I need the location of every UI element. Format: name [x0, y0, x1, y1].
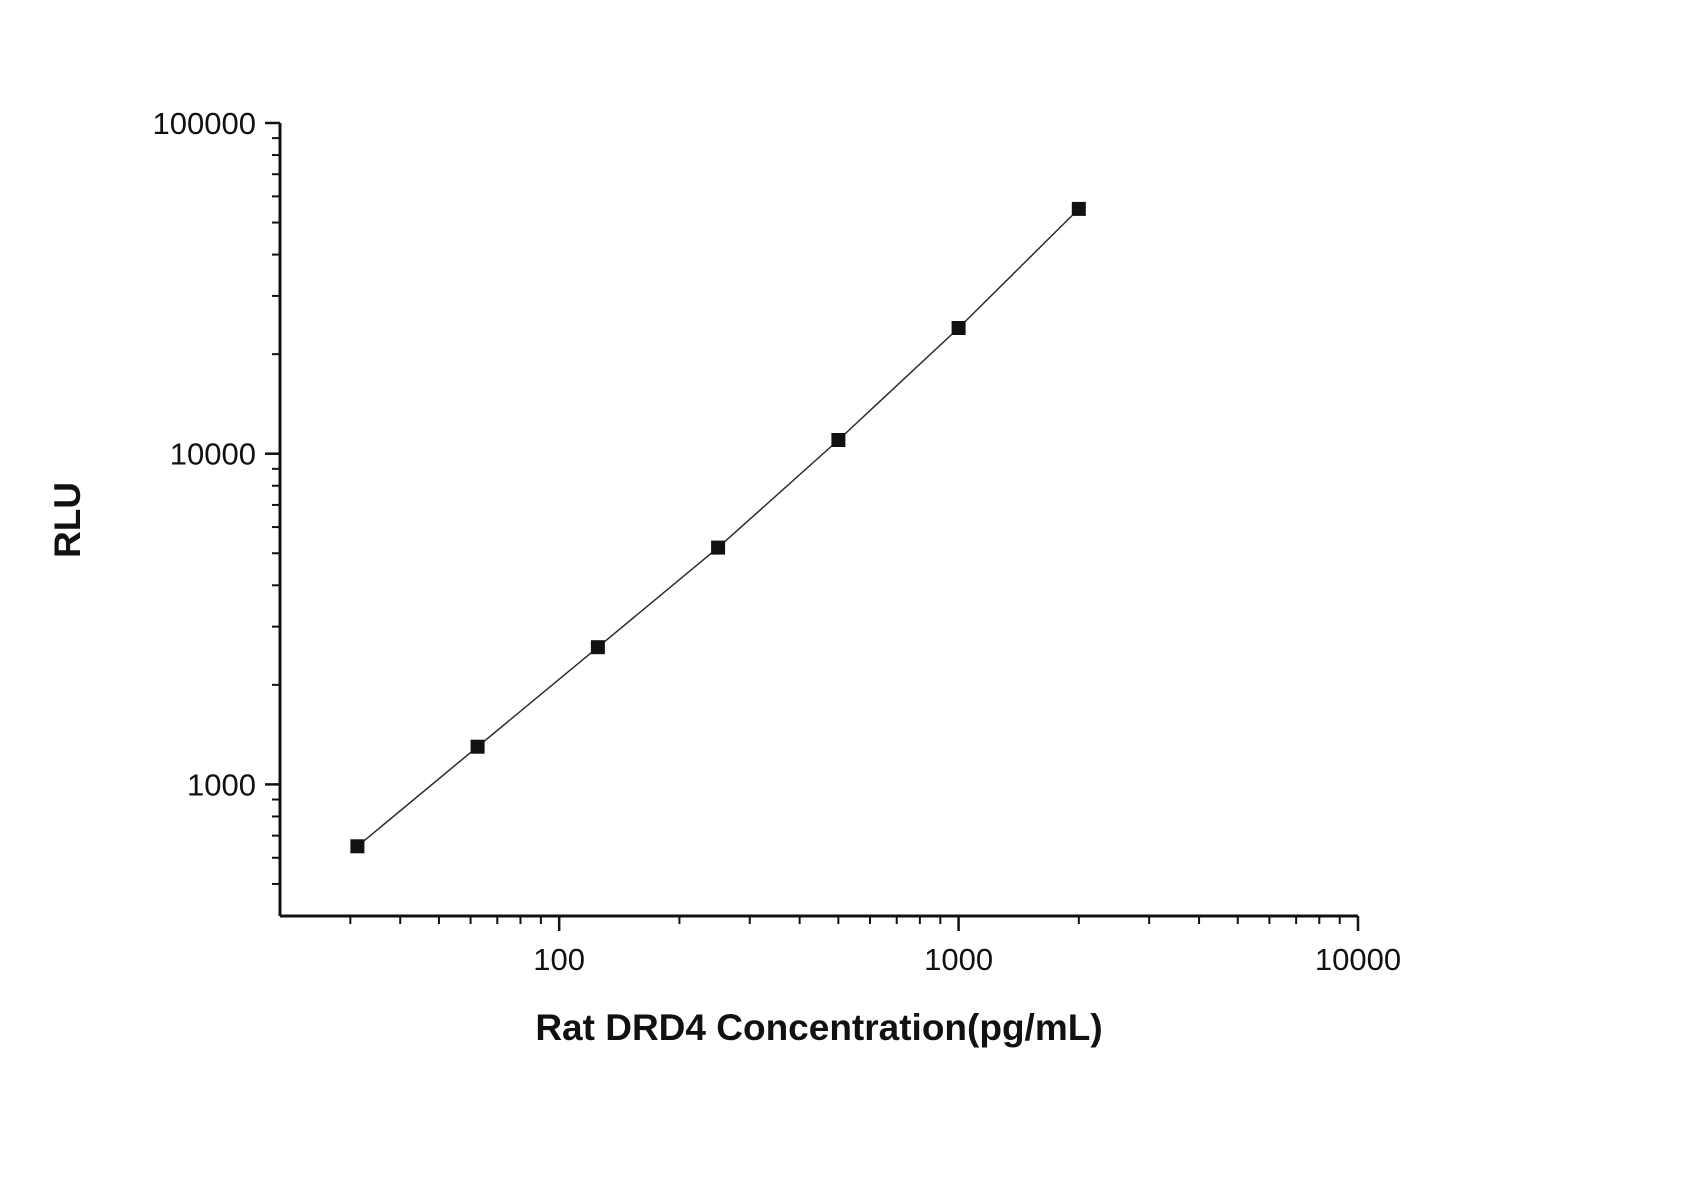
x-tick-label: 100 — [533, 942, 585, 977]
x-tick-label: 1000 — [924, 942, 993, 977]
data-point-marker — [1071, 201, 1086, 216]
data-point-marker — [951, 321, 966, 335]
data-point-marker — [711, 540, 726, 555]
data-point-marker — [831, 433, 846, 447]
y-tick-label: 10000 — [170, 437, 256, 472]
y-tick-label: 1000 — [187, 767, 256, 802]
x-axis-title: Rat DRD4 Concentration(pg/mL) — [535, 1007, 1102, 1048]
series-line — [356, 208, 1080, 847]
y-tick-label: 100000 — [153, 106, 256, 141]
y-axis-title: RLU — [47, 482, 88, 558]
data-point-marker — [590, 640, 605, 655]
data-point-marker — [470, 739, 485, 754]
x-tick-label: 10000 — [1315, 942, 1401, 977]
data-point-marker — [350, 839, 365, 854]
plot-area: 100 1000 10000 1000 10000 100000 — [153, 106, 1402, 977]
